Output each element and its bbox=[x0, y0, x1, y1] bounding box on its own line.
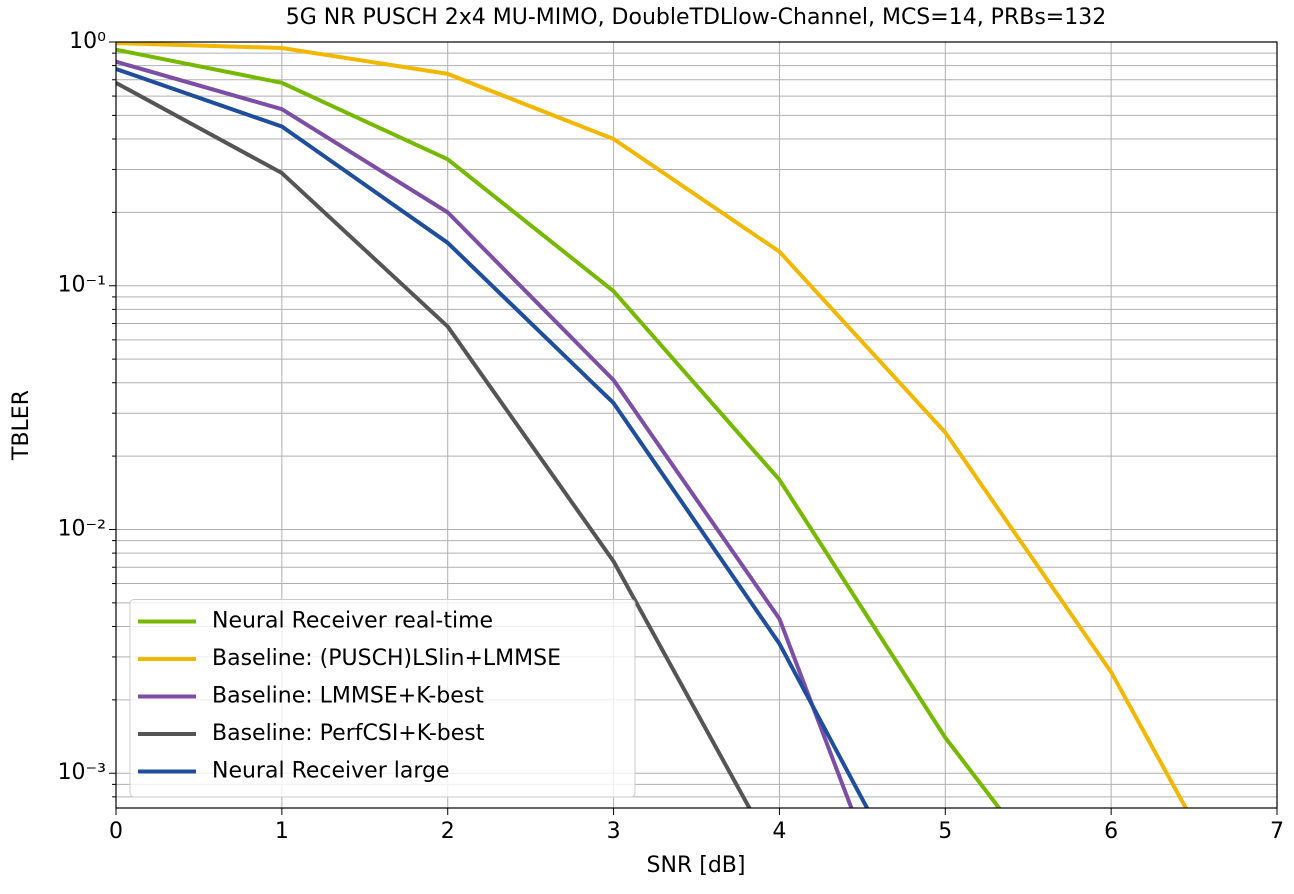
x-tick-label: 2 bbox=[441, 819, 455, 844]
series-line bbox=[116, 81, 752, 808]
series-line bbox=[116, 42, 1189, 808]
series-line bbox=[116, 67, 870, 808]
legend-label: Baseline: (PUSCH)LSlin+LMMSE bbox=[212, 646, 561, 671]
axes: 10⁻³ 10⁻² 10⁻¹ 10⁰ 0 1 2 3 4 5 6 7 bbox=[58, 29, 1284, 844]
x-axis-label: SNR [dB] bbox=[647, 853, 746, 878]
y-tick-label: 10⁻² bbox=[58, 516, 106, 541]
chart-title: 5G NR PUSCH 2x4 MU-MIMO, DoubleTDLlow-Ch… bbox=[286, 5, 1106, 30]
legend-label: Neural Receiver large bbox=[212, 759, 450, 784]
series-line bbox=[116, 47, 1002, 808]
y-tick-label: 10⁰ bbox=[69, 29, 106, 54]
legend-label: Baseline: LMMSE+K-best bbox=[212, 684, 484, 709]
x-tick-label: 3 bbox=[607, 819, 621, 844]
legend-label: Neural Receiver real-time bbox=[212, 609, 493, 634]
x-tick-label: 1 bbox=[275, 819, 289, 844]
legend: Neural Receiver real-time Baseline: (PUSC… bbox=[129, 599, 636, 798]
x-tick-label: 6 bbox=[1104, 819, 1118, 844]
plot-frame bbox=[115, 41, 1278, 809]
x-tick-label: 0 bbox=[109, 819, 123, 844]
plot-area bbox=[116, 42, 1189, 808]
y-tick-label: 10⁻³ bbox=[58, 760, 106, 785]
y-tick-label: 10⁻¹ bbox=[58, 273, 106, 298]
x-tick-label: 7 bbox=[1270, 819, 1284, 844]
x-tick-label: 4 bbox=[772, 819, 786, 844]
y-axis-label: TBLER bbox=[9, 390, 34, 461]
legend-box bbox=[129, 599, 636, 798]
legend-label: Baseline: PerfCSI+K-best bbox=[212, 721, 485, 746]
x-tick-label: 5 bbox=[938, 819, 952, 844]
